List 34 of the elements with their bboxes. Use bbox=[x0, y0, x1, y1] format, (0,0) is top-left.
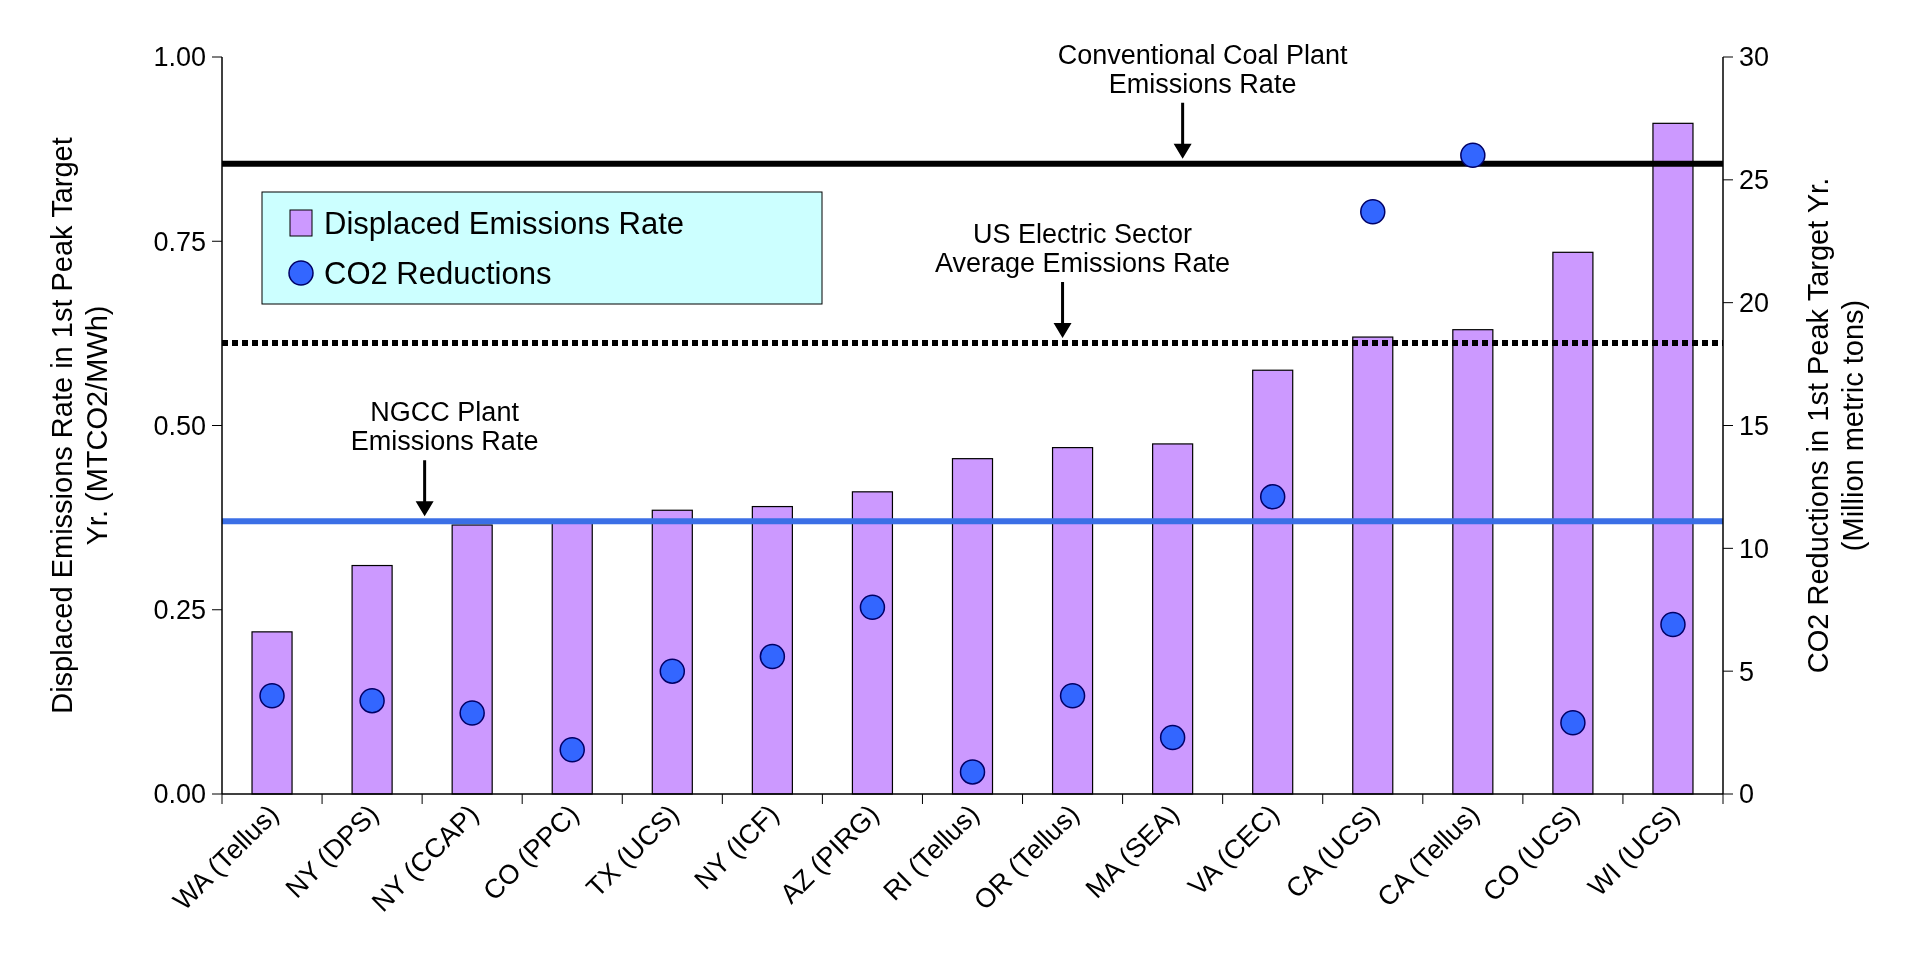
point bbox=[659, 658, 686, 684]
y2-axis-title: CO2 Reductions in 1st Peak Target Yr. (Million metric tons) bbox=[1802, 177, 1869, 674]
y-tick-label: 0.50 bbox=[153, 410, 206, 441]
y2-tick-label: 0 bbox=[1739, 779, 1755, 810]
point bbox=[259, 682, 285, 709]
ref-line-label: NGCC Plant Emissions Rate bbox=[350, 397, 539, 457]
point bbox=[359, 687, 385, 714]
y-tick-label: 1.00 bbox=[153, 42, 206, 73]
ref-line-label: Conventional Coal Plant Emissions Rate bbox=[1057, 39, 1348, 99]
y-tick-label: 0.00 bbox=[153, 779, 206, 810]
y2-tick-label: 15 bbox=[1739, 410, 1770, 441]
point bbox=[1660, 611, 1686, 638]
y2-tick-label: 30 bbox=[1739, 42, 1770, 73]
point bbox=[859, 594, 886, 621]
y2-tick-label: 25 bbox=[1739, 165, 1770, 196]
point bbox=[1159, 724, 1186, 751]
point bbox=[1560, 710, 1586, 736]
y2-tick-label: 10 bbox=[1739, 533, 1770, 564]
point bbox=[1360, 199, 1386, 225]
point bbox=[559, 737, 585, 763]
point bbox=[459, 700, 485, 726]
y-axis-title: Displaced Emissions Rate in 1st Peak Target Yr. (MTCO2/MWh) bbox=[46, 137, 113, 714]
legend-label: Displaced Emissions Rate bbox=[324, 205, 685, 241]
point bbox=[1059, 682, 1086, 709]
legend-label: CO2 Reductions bbox=[324, 255, 552, 291]
point bbox=[1259, 483, 1286, 510]
y-tick-label: 0.75 bbox=[153, 226, 206, 257]
y2-tick-label: 20 bbox=[1739, 288, 1770, 319]
y2-tick-label: 5 bbox=[1739, 656, 1755, 687]
ref-line-label: US Electric Sector Average Emissions Rate bbox=[934, 218, 1231, 278]
point bbox=[1460, 142, 1486, 169]
point bbox=[759, 643, 786, 670]
point bbox=[959, 759, 986, 785]
y-tick-label: 0.25 bbox=[153, 595, 206, 626]
